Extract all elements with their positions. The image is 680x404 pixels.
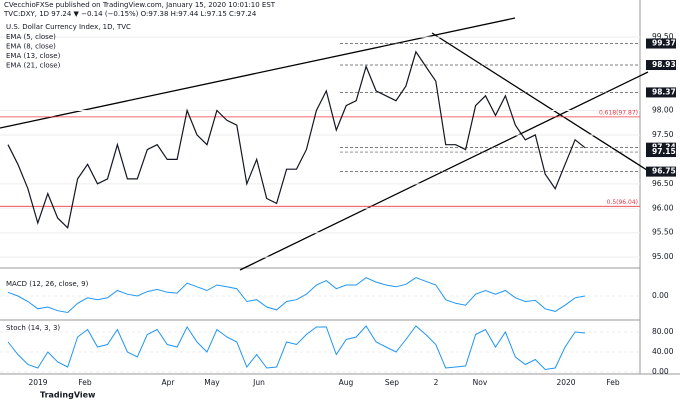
x-tick-label: Aug xyxy=(339,378,354,387)
study-label: EMA (13, close) xyxy=(6,52,61,60)
fib-label: 0.5(96.04) xyxy=(607,199,638,206)
y-tick-label: 96.50 xyxy=(652,179,674,188)
level-label: 96.75 xyxy=(652,167,676,176)
y-tick-label: 98.00 xyxy=(652,105,674,114)
stoch-title: Stoch (14, 3, 3) xyxy=(6,324,60,332)
y-tick-label: 0.00 xyxy=(652,367,669,376)
x-tick-label: Feb xyxy=(78,378,92,387)
level-box xyxy=(646,166,676,177)
x-tick-label: 2020 xyxy=(556,378,575,387)
level-label: 99.37 xyxy=(652,39,676,48)
x-tick-label: May xyxy=(204,378,220,387)
trend-line xyxy=(239,71,649,271)
x-tick-label: 2 xyxy=(434,378,439,387)
price-title: U.S. Dollar Currency Index, 1D, TVC xyxy=(6,23,131,31)
study-label: EMA (21, close) xyxy=(6,62,61,70)
y-tick-label: 95.50 xyxy=(652,228,674,237)
level-box xyxy=(646,38,676,49)
quote: TVC:DXY, 1D 97.24 ▼ −0.14 (−0.15%) O:97.… xyxy=(3,10,257,18)
trend-line xyxy=(431,32,651,173)
level-label: 97.15 xyxy=(652,147,676,156)
y-tick-label: 0.00 xyxy=(652,291,669,300)
publisher: CVecchioFXSe published on TradingView.co… xyxy=(4,1,276,9)
level-box xyxy=(646,60,676,71)
level-box xyxy=(646,147,676,158)
x-tick-label: Nov xyxy=(473,378,488,387)
y-tick-label: 40.00 xyxy=(652,347,674,356)
x-tick-label: Jun xyxy=(252,378,265,387)
x-tick-label: Feb xyxy=(606,378,620,387)
level-label: 98.93 xyxy=(652,60,676,69)
y-tick-label: 97.50 xyxy=(652,130,674,139)
y-tick-label: 80.00 xyxy=(652,327,674,336)
x-tick-label: Sep xyxy=(385,378,399,387)
y-tick-label: 99.50 xyxy=(652,32,674,41)
footer: TradingView xyxy=(40,391,96,400)
x-tick-label: 2019 xyxy=(28,378,47,387)
y-tick-label: 96.00 xyxy=(652,203,674,212)
y-tick-label: 95.00 xyxy=(652,252,674,261)
series-line xyxy=(7,50,586,229)
trend-line xyxy=(0,17,516,129)
macd-title: MACD (12, 26, close, 9) xyxy=(6,280,89,288)
level-box xyxy=(646,87,676,98)
x-tick-label: Apr xyxy=(162,378,176,387)
study-label: EMA (8, close) xyxy=(6,43,56,51)
level-label: 98.37 xyxy=(652,87,676,96)
series-line xyxy=(7,325,586,371)
fib-label: 0.618(97.87) xyxy=(599,109,638,116)
series-line xyxy=(7,277,586,314)
study-label: EMA (5, close) xyxy=(6,33,56,41)
